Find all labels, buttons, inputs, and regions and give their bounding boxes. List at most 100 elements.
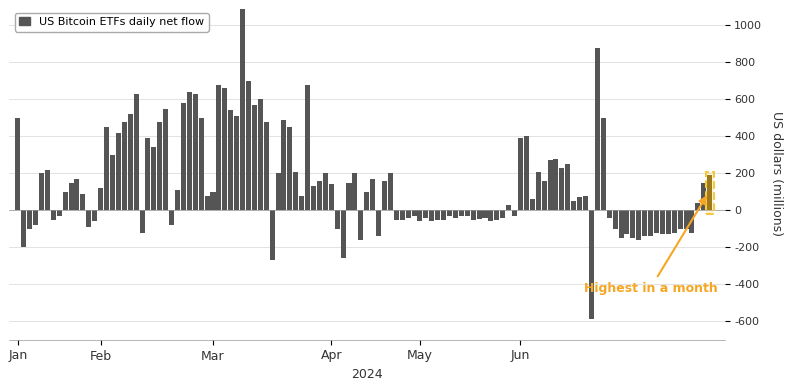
Bar: [352, 173, 357, 210]
Bar: [672, 210, 677, 232]
Bar: [246, 81, 251, 210]
Text: Highest in a month: Highest in a month: [584, 197, 717, 294]
Bar: [222, 88, 228, 210]
Bar: [86, 210, 92, 227]
Bar: [459, 210, 464, 216]
Bar: [152, 147, 156, 210]
Bar: [104, 127, 109, 210]
Bar: [27, 210, 32, 229]
Bar: [654, 210, 659, 232]
Bar: [554, 159, 559, 210]
Bar: [228, 111, 233, 210]
Bar: [495, 210, 499, 220]
Bar: [678, 210, 683, 229]
Bar: [323, 173, 328, 210]
Bar: [547, 160, 552, 210]
Legend: US Bitcoin ETFs daily net flow: US Bitcoin ETFs daily net flow: [14, 12, 209, 31]
Bar: [234, 116, 239, 210]
Bar: [660, 210, 665, 234]
Bar: [210, 192, 216, 210]
FancyBboxPatch shape: [706, 171, 713, 214]
Bar: [21, 210, 26, 247]
Bar: [216, 85, 221, 210]
Bar: [595, 48, 600, 210]
Bar: [359, 210, 363, 240]
Bar: [423, 210, 428, 218]
Bar: [62, 192, 68, 210]
Bar: [264, 121, 269, 210]
Bar: [695, 203, 701, 210]
Bar: [429, 210, 435, 222]
Bar: [317, 181, 322, 210]
Bar: [583, 196, 588, 210]
Bar: [612, 210, 618, 229]
Bar: [371, 179, 375, 210]
Bar: [145, 138, 150, 210]
Bar: [630, 210, 635, 238]
Bar: [571, 201, 576, 210]
Bar: [441, 210, 446, 220]
Bar: [110, 155, 115, 210]
Bar: [281, 120, 287, 210]
Bar: [186, 92, 192, 210]
Bar: [181, 103, 186, 210]
Bar: [488, 210, 494, 222]
Bar: [506, 205, 511, 210]
Bar: [624, 210, 630, 234]
Bar: [536, 171, 540, 210]
Bar: [299, 196, 304, 210]
Bar: [707, 175, 713, 210]
Bar: [116, 133, 121, 210]
Bar: [405, 210, 411, 218]
Bar: [74, 179, 80, 210]
Bar: [471, 210, 476, 220]
Bar: [666, 210, 671, 234]
Bar: [92, 210, 97, 222]
Bar: [258, 99, 263, 210]
Bar: [512, 210, 517, 216]
Bar: [269, 210, 275, 260]
Bar: [128, 114, 133, 210]
Bar: [98, 188, 103, 210]
Bar: [542, 181, 547, 210]
Bar: [305, 85, 310, 210]
Bar: [577, 197, 582, 210]
Bar: [198, 118, 204, 210]
Bar: [642, 210, 647, 236]
Bar: [524, 136, 529, 210]
Bar: [134, 94, 138, 210]
Bar: [33, 210, 38, 225]
Bar: [193, 94, 198, 210]
Bar: [122, 121, 127, 210]
Bar: [347, 183, 352, 210]
Bar: [157, 121, 162, 210]
Bar: [15, 118, 21, 210]
Bar: [648, 210, 653, 236]
Bar: [81, 194, 85, 210]
Bar: [340, 210, 345, 258]
Bar: [435, 210, 440, 220]
Bar: [382, 181, 387, 210]
Bar: [476, 210, 482, 219]
Bar: [240, 9, 245, 210]
Bar: [175, 190, 180, 210]
Bar: [600, 118, 606, 210]
Bar: [530, 199, 535, 210]
Bar: [329, 184, 333, 210]
Bar: [619, 210, 623, 238]
Bar: [453, 210, 458, 218]
Bar: [335, 210, 340, 229]
Bar: [412, 210, 416, 216]
Bar: [364, 192, 369, 210]
Bar: [57, 210, 62, 216]
Bar: [51, 210, 56, 220]
Bar: [500, 210, 506, 218]
Bar: [252, 105, 257, 210]
X-axis label: 2024: 2024: [351, 368, 382, 381]
Bar: [566, 164, 570, 210]
Bar: [288, 127, 292, 210]
Bar: [447, 210, 452, 216]
Bar: [607, 210, 611, 218]
Bar: [45, 170, 50, 210]
Bar: [169, 210, 174, 225]
